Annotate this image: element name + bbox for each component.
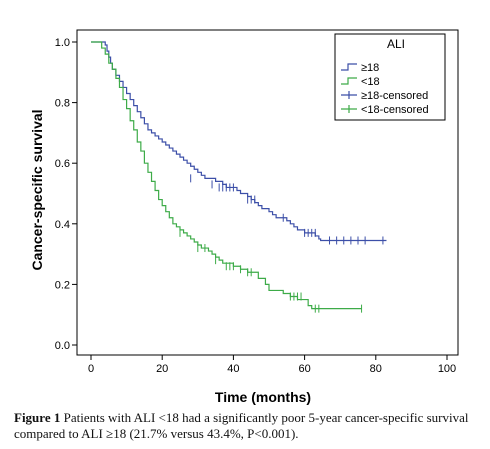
legend-entry: ≥18 (361, 62, 379, 74)
plot-area (91, 41, 387, 313)
axes: 0.0 0.2 0.4 0.6 0.8 1.0 0 20 40 60 80 100 (55, 29, 459, 375)
km-chart: 0.0 0.2 0.4 0.6 0.8 1.0 0 20 40 60 80 100 Cancer-sp… (29, 29, 459, 405)
x-tick-label: 0 (88, 363, 94, 375)
legend-title: ALI (387, 37, 405, 51)
legend-entry: ≥18-censored (361, 90, 428, 102)
y-axis-label: Cancer-specific survival (29, 109, 45, 270)
x-tick-label: 100 (438, 363, 456, 375)
y-tick-label: 0.6 (55, 158, 70, 170)
x-tick-label: 20 (156, 363, 168, 375)
legend-swatch-line (341, 77, 357, 85)
caption-text: Patients with ALI <18 had a significantl… (14, 410, 469, 441)
caption-label: Figure 1 (14, 410, 61, 425)
legend-swatch-censored (341, 105, 357, 113)
figure-caption: Figure 1 Patients with ALI <18 had a sig… (14, 410, 482, 442)
plot-frame (76, 29, 459, 356)
legend-entry: <18-censored (361, 104, 429, 116)
y-tick-label: 0.0 (55, 340, 70, 352)
x-tick-label: 40 (227, 363, 239, 375)
survival-curve-ge18 (91, 41, 387, 242)
y-tick-label: 1.0 (55, 37, 70, 49)
y-tick-label: 0.2 (55, 279, 70, 291)
legend-swatch-censored (341, 91, 357, 99)
x-tick-label: 60 (298, 363, 310, 375)
x-tick-label: 80 (370, 363, 382, 375)
survival-curve-lt18 (91, 41, 362, 310)
y-tick-label: 0.4 (55, 219, 70, 231)
y-tick-label: 0.8 (55, 98, 70, 110)
legend: ALI ≥18 <18 ≥18-censored <18-censored (334, 33, 446, 121)
legend-entry: <18 (361, 76, 380, 88)
x-axis-label: Time (months) (215, 389, 311, 405)
legend-swatch-line (341, 63, 357, 71)
legend-box (334, 33, 446, 121)
